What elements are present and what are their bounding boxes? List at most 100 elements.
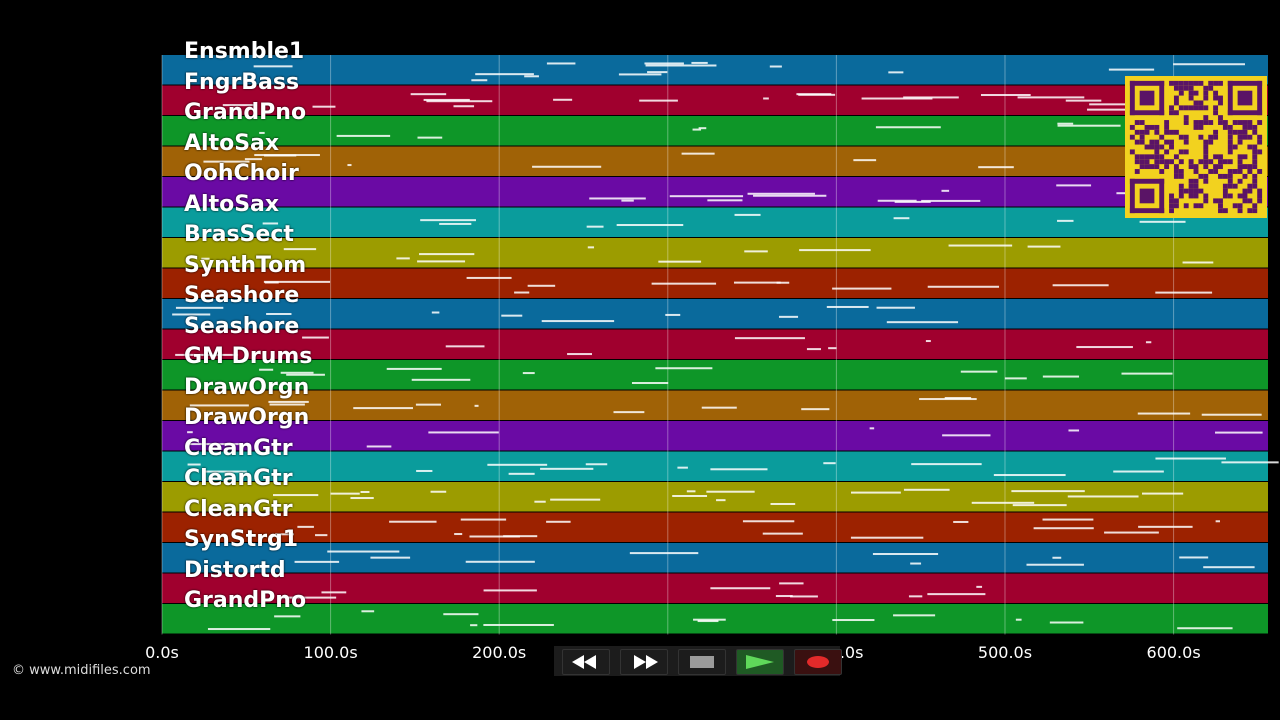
note — [483, 589, 537, 592]
note — [330, 492, 360, 495]
note — [469, 535, 520, 538]
note — [1052, 284, 1109, 287]
note — [1177, 627, 1233, 630]
stop-button[interactable] — [678, 649, 726, 675]
rewind-button[interactable] — [562, 649, 610, 675]
note — [546, 520, 571, 523]
note — [460, 518, 507, 521]
note — [850, 536, 924, 539]
note — [1173, 63, 1245, 66]
note — [960, 370, 998, 373]
note — [665, 313, 681, 316]
note — [1049, 621, 1084, 624]
note — [775, 595, 793, 598]
note — [527, 284, 556, 287]
note — [647, 71, 668, 74]
note — [677, 466, 688, 469]
note — [474, 404, 479, 407]
track-band — [162, 421, 1268, 451]
stop-icon — [690, 656, 714, 668]
note — [410, 93, 447, 96]
note — [222, 104, 256, 107]
note — [875, 126, 941, 129]
note — [799, 249, 871, 252]
record-button[interactable] — [794, 649, 842, 675]
note — [861, 97, 933, 100]
note — [779, 582, 804, 585]
note — [283, 248, 317, 251]
note — [832, 619, 875, 622]
note — [428, 431, 499, 434]
note — [790, 595, 818, 598]
note — [207, 628, 271, 631]
play-icon — [746, 655, 774, 669]
note — [1017, 96, 1085, 99]
note — [262, 222, 279, 225]
note — [707, 199, 743, 202]
note — [1155, 457, 1226, 460]
note — [483, 623, 554, 626]
note — [1113, 470, 1164, 473]
note — [1104, 531, 1159, 534]
note — [420, 219, 476, 222]
note — [443, 613, 479, 616]
fast-forward-button[interactable] — [620, 649, 668, 675]
note — [893, 614, 936, 617]
note — [312, 105, 336, 108]
note — [919, 398, 977, 401]
note — [1089, 103, 1146, 106]
note — [522, 372, 535, 375]
note — [419, 253, 475, 256]
note — [639, 99, 678, 102]
note — [1145, 341, 1152, 344]
note — [589, 197, 646, 200]
note — [286, 373, 325, 376]
note — [698, 127, 707, 130]
track-band — [162, 543, 1268, 573]
note — [294, 560, 340, 563]
note — [869, 427, 875, 430]
note — [514, 291, 530, 294]
play-button[interactable] — [736, 649, 784, 675]
note — [273, 494, 319, 497]
copyright-text: © www.midifiles.com — [12, 663, 151, 678]
note — [426, 100, 493, 103]
note — [1179, 556, 1209, 559]
note — [1042, 375, 1080, 378]
note — [263, 280, 331, 283]
note — [903, 96, 959, 99]
track-bands — [162, 55, 1268, 634]
note — [1215, 431, 1263, 434]
tick-label: 200.0s — [472, 643, 527, 662]
note — [465, 560, 535, 563]
note — [1026, 563, 1084, 566]
note — [389, 520, 437, 523]
note — [471, 79, 488, 82]
note — [1057, 124, 1121, 127]
note — [769, 65, 782, 68]
note — [1141, 492, 1184, 495]
note — [439, 222, 472, 225]
note — [445, 345, 485, 348]
note — [475, 73, 534, 76]
track-band — [162, 238, 1268, 268]
note — [613, 411, 645, 414]
track-label: GrandPno — [184, 588, 307, 613]
note — [776, 281, 790, 284]
note — [327, 550, 400, 553]
note — [1004, 377, 1027, 380]
note — [277, 596, 337, 599]
note — [275, 533, 294, 536]
note — [540, 467, 594, 470]
note — [1012, 504, 1067, 507]
track-label: CleanGtr — [184, 496, 293, 522]
tick-label: 500.0s — [977, 643, 1033, 662]
note-events — [172, 61, 1279, 631]
note — [1042, 518, 1094, 521]
note — [1182, 261, 1214, 264]
note — [175, 306, 224, 309]
note — [888, 71, 904, 74]
note — [706, 490, 755, 493]
track-band — [162, 116, 1268, 146]
note — [941, 189, 950, 192]
